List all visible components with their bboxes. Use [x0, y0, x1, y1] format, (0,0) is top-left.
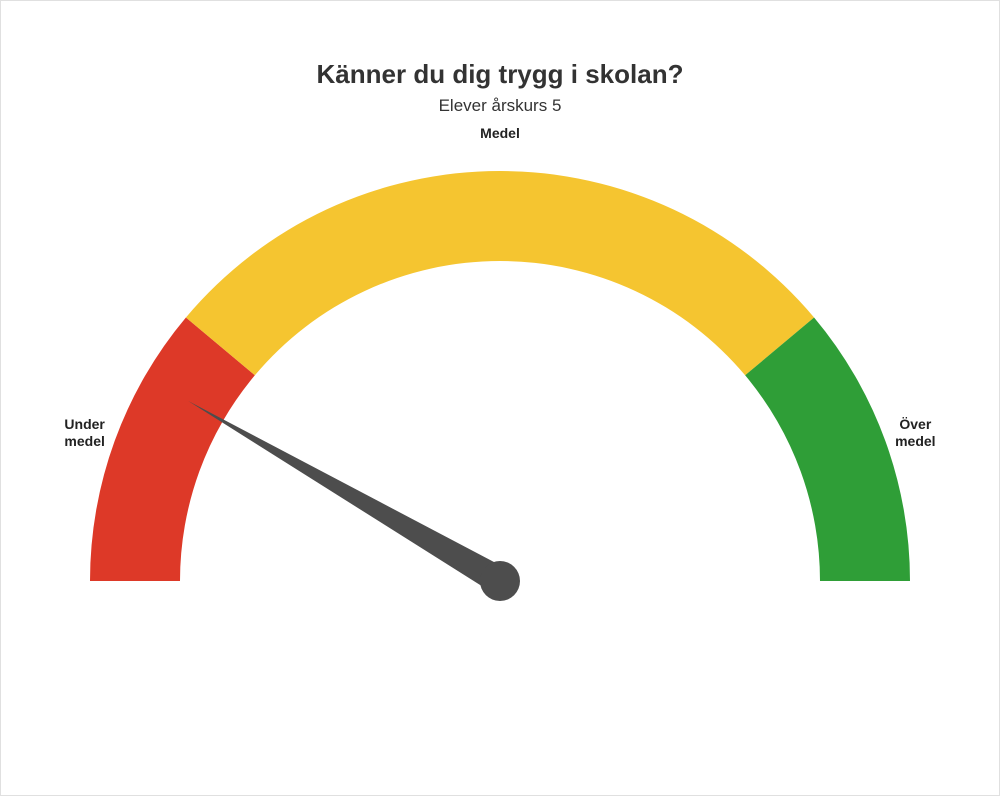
chart-title: Känner du dig trygg i skolan?	[1, 59, 999, 90]
chart-frame: Känner du dig trygg i skolan? Elever års…	[0, 0, 1000, 796]
gauge-svg	[90, 171, 910, 605]
gauge-segment-label-2: Över medel	[875, 416, 955, 451]
gauge-pivot	[480, 561, 520, 601]
title-block: Känner du dig trygg i skolan? Elever års…	[1, 59, 999, 116]
gauge-segment-label-1: Medel	[460, 125, 540, 143]
gauge-needle	[188, 401, 507, 593]
chart-subtitle: Elever årskurs 5	[1, 96, 999, 116]
gauge: Under medelMedelÖver medel	[90, 171, 910, 605]
gauge-segment-1	[186, 171, 814, 375]
gauge-segment-label-0: Under medel	[45, 416, 125, 451]
